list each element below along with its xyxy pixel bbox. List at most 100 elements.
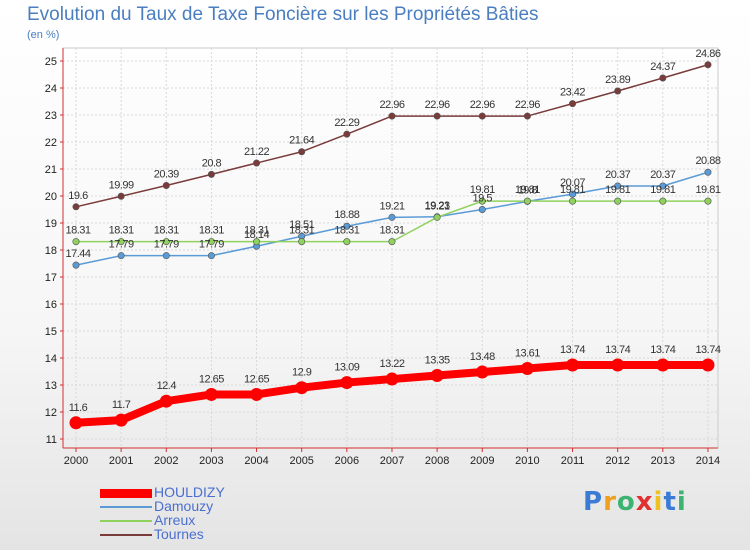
x-tick-label: 2006	[335, 455, 359, 467]
series-tournes-point	[704, 61, 712, 69]
x-tick-label: 2011	[561, 455, 585, 467]
legend-label: Arreux	[154, 512, 196, 528]
series-damouzy-point	[162, 252, 170, 260]
series-houldizy-point	[159, 394, 173, 408]
series-houldizy-data-label: 13.61	[515, 348, 540, 360]
y-tick-label: 23	[45, 110, 57, 122]
axes: 11 12 13 14 15 16 17 18 19 20 21 22 23 24 25 2000 2001 20…	[45, 48, 720, 467]
series-tournes-data-label: 21.64	[289, 135, 314, 147]
series-arreux-data-label: 19.21	[425, 200, 450, 212]
y-tick-label: 14	[45, 353, 57, 365]
series-tournes-data-label: 24.37	[650, 61, 675, 73]
series-houldizy-point	[701, 358, 715, 372]
series-houldizy-data-label: 13.09	[334, 362, 359, 374]
series-tournes-point	[569, 100, 577, 108]
y-tick-label: 24	[45, 83, 57, 95]
series-tournes-point	[72, 203, 80, 211]
series-arreux-point	[704, 197, 712, 205]
series-arreux-point	[388, 238, 396, 246]
y-tick-label: 25	[45, 56, 57, 68]
series-houldizy-data-label: 13.74	[650, 344, 675, 356]
series-damouzy-point	[388, 213, 396, 221]
legend-swatch	[100, 520, 152, 522]
series-tournes-data-label: 19.99	[109, 179, 134, 191]
series-houldizy-data-label: 12.65	[199, 373, 224, 385]
series-tournes-data-label: 19.6	[68, 190, 88, 202]
series-houldizy-point	[520, 362, 534, 376]
x-tick-label: 2007	[380, 455, 404, 467]
series-arreux-point	[298, 238, 306, 246]
chart-title: Evolution du Taux de Taxe Foncière sur l…	[27, 4, 539, 25]
series-damouzy-data-label: 19.8	[518, 184, 538, 196]
series-arreux-data-label: 19.81	[695, 184, 720, 196]
series-houldizy-point	[69, 416, 83, 430]
series-arreux-data-label: 18.31	[199, 225, 224, 237]
logo-letter: i	[653, 487, 664, 517]
series-arreux-point	[117, 238, 125, 246]
series-arreux-point	[162, 238, 170, 246]
x-tick-label: 2009	[470, 455, 494, 467]
series-arreux-data-label: 18.31	[109, 225, 134, 237]
series-damouzy-data-label: 18.14	[244, 229, 269, 241]
series-arreux-data-label: 18.31	[289, 225, 314, 237]
series-houldizy-data-label: 11.6	[69, 402, 88, 414]
series-houldizy-data-label: 13.22	[379, 358, 404, 370]
series-damouzy-data-label: 17.44	[65, 248, 90, 260]
x-tick-label: 2001	[109, 455, 133, 467]
series-houldizy-point	[385, 372, 399, 386]
series-tournes-data-label: 24.86	[695, 48, 720, 60]
series-houldizy-point	[430, 369, 444, 383]
y-tick-label: 17	[45, 272, 57, 284]
series-damouzy-point	[72, 261, 80, 269]
series-tournes-data-label: 22.96	[425, 99, 450, 111]
series-damouzy-point	[704, 168, 712, 176]
series-arreux-data-label: 18.31	[334, 225, 359, 237]
series-tournes-point	[162, 181, 170, 189]
y-tick-label: 13	[45, 380, 57, 392]
series-tournes-data-label: 21.22	[244, 146, 269, 158]
series-arreux-data-label: 19.81	[470, 184, 495, 196]
y-tick-label: 11	[46, 434, 57, 446]
legend-swatch	[100, 489, 152, 498]
y-tick-label: 20	[45, 191, 57, 203]
series-tournes-point	[343, 130, 351, 138]
series-houldizy-point	[611, 358, 625, 372]
series-houldizy-data-label: 11.7	[112, 399, 131, 411]
series-damouzy-data-label: 20.37	[605, 169, 630, 181]
logo-letter: t	[663, 487, 677, 517]
series-houldizy-data-label: 12.65	[244, 373, 269, 385]
series-damouzy-point	[117, 252, 125, 260]
x-tick-label: 2012	[605, 455, 629, 467]
series-damouzy-data-label: 20.07	[560, 177, 585, 189]
series-houldizy-data-label: 13.48	[470, 351, 495, 363]
series-tournes-point	[478, 112, 486, 120]
data-labels: 19.6 19.99 20.39 20.8 21.22 21.64 22.29 22.96 22…	[65, 48, 721, 414]
series-tournes-point	[207, 170, 215, 178]
series-damouzy-data-label: 17.79	[109, 239, 134, 251]
x-tick-label: 2013	[651, 455, 675, 467]
series-arreux-point	[253, 238, 261, 246]
series-damouzy-data-label: 20.88	[695, 155, 720, 167]
y-tick-label: 15	[45, 326, 57, 338]
x-tick-label: 2005	[289, 455, 313, 467]
series-houldizy-data-label: 12.4	[157, 380, 177, 392]
y-tick-label: 22	[45, 137, 57, 149]
series-damouzy-point	[614, 182, 622, 190]
y-tick-label: 21	[45, 164, 57, 176]
logo-letter: x	[635, 487, 654, 517]
y-tick-label: 12	[45, 407, 57, 419]
series-arreux-data-label: 18.31	[154, 225, 179, 237]
series-damouzy-data-label: 20.37	[650, 169, 675, 181]
series-houldizy-point	[114, 413, 128, 427]
series-tournes-data-label: 20.8	[202, 157, 222, 169]
logo-letter: P	[583, 487, 604, 517]
series-houldizy-point	[566, 358, 580, 372]
proxiti-logo: Proxiti	[583, 487, 687, 517]
y-tick-label: 18	[45, 245, 57, 257]
series-houldizy-point	[204, 387, 218, 401]
series-houldizy-data-label: 13.74	[695, 344, 720, 356]
series-houldizy-point	[250, 387, 264, 401]
series-houldizy-data-label: 13.74	[560, 344, 585, 356]
series-arreux-data-label: 19.81	[605, 184, 630, 196]
